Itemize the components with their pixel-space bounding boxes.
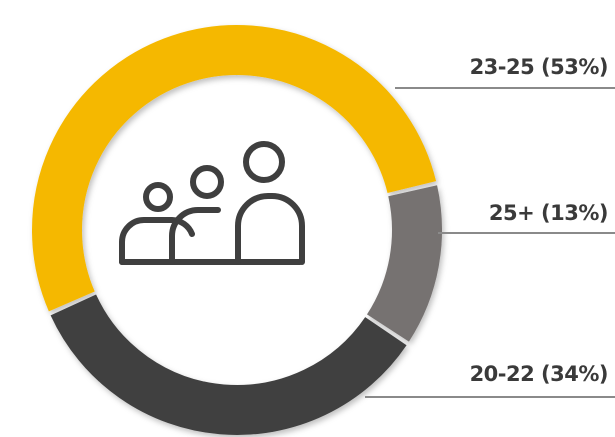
labels: 23-25 (53%) 25+ (13%) 20-22 (34%) (365, 55, 615, 398)
segment-label: 23-25 (53%) (470, 55, 608, 79)
people-icon (119, 141, 305, 265)
segment-label: 20-22 (34%) (470, 362, 608, 386)
donut-segment (366, 185, 442, 342)
segment-label: 25+ (13%) (489, 201, 608, 225)
donut (32, 25, 442, 435)
donut-segment (32, 25, 437, 312)
donut-segment (50, 294, 407, 435)
